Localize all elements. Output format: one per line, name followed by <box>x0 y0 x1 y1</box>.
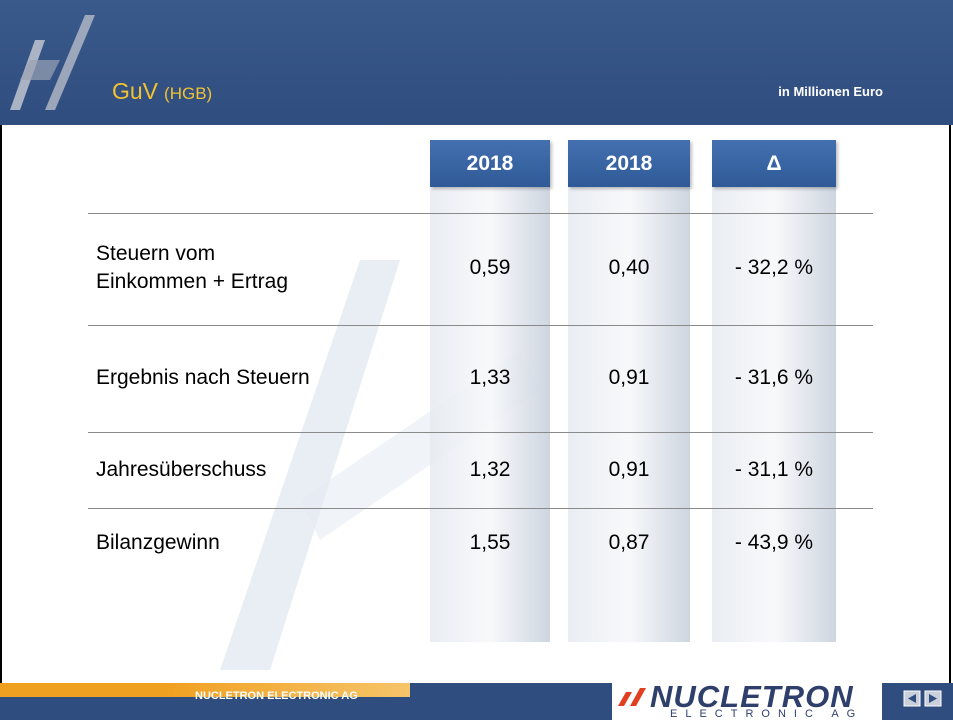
column-header: Δ <box>712 140 836 187</box>
cell: 0,87 <box>608 531 650 554</box>
cell: - 32,2 % <box>734 256 814 279</box>
row-divider <box>88 508 873 509</box>
cell: 0,91 <box>608 458 650 481</box>
cell: - 31,1 % <box>734 458 814 481</box>
title-text: GuV <box>112 78 159 104</box>
slide-title: GuV (HGB) <box>112 78 212 105</box>
row-label: Steuern vom Einkommen + Ertrag <box>96 242 288 293</box>
logo-box <box>612 680 882 720</box>
unit-label: in Millionen Euro <box>778 84 883 99</box>
header-logo-graphic <box>10 15 95 110</box>
column-header: 2018 <box>568 140 690 187</box>
logo-text: NUCLETRON <box>650 679 854 714</box>
footer-company: NUCLETRON ELECTRONIC AG <box>195 690 358 702</box>
row-divider <box>88 213 873 214</box>
footer-accent <box>0 683 410 697</box>
body-frame <box>0 125 951 683</box>
row-divider <box>88 432 873 433</box>
cell: 1,55 <box>469 531 511 554</box>
row-label: Jahresüberschuss <box>96 458 267 481</box>
row-divider <box>88 325 873 326</box>
cell: 0,91 <box>608 366 650 389</box>
row-label: Ergebnis nach Steuern <box>96 366 310 389</box>
header-band <box>0 0 953 125</box>
column-background <box>712 187 836 642</box>
cell: - 31,6 % <box>734 366 814 389</box>
cell: 0,59 <box>469 256 511 279</box>
logo-mark <box>618 688 646 706</box>
row-label: Bilanzgewinn <box>96 531 220 554</box>
cell: 0,40 <box>608 256 650 279</box>
column-header: 2018 <box>430 140 550 187</box>
cell: - 43,9 % <box>734 531 814 554</box>
column-background <box>568 187 690 642</box>
title-subtitle: (HGB) <box>164 84 213 103</box>
cell: 1,32 <box>469 458 511 481</box>
logo-subtext: ELECTRONIC AG <box>670 708 864 720</box>
column-background <box>430 187 550 642</box>
cell: 1,33 <box>469 366 511 389</box>
nav-buttons[interactable] <box>903 690 945 708</box>
